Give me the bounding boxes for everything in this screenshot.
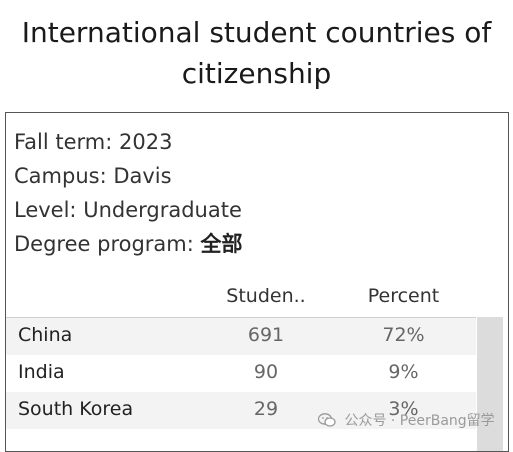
- fall-term-value: 2023: [119, 130, 173, 154]
- table-row[interactable]: China 691 72%: [6, 318, 476, 355]
- page-title: International student countries of citiz…: [21, 16, 492, 90]
- students-cell: 90: [253, 361, 279, 383]
- campus-label: Campus:: [14, 164, 107, 188]
- column-header-percent[interactable]: Percent: [367, 285, 440, 307]
- fall-term-label: Fall term:: [14, 130, 113, 154]
- students-cell: 29: [253, 398, 279, 420]
- watermark-text: 公众号 · PeerBang留学: [344, 413, 495, 429]
- column-header-students[interactable]: Studen..: [226, 285, 306, 307]
- vertical-scrollbar[interactable]: [477, 317, 503, 451]
- filter-campus: Campus: Davis: [14, 159, 243, 193]
- degree-program-value: 全部: [200, 232, 243, 256]
- percent-cell: 9%: [388, 361, 419, 383]
- percent-cell: 3%: [388, 398, 419, 420]
- table-header: Studen.. Percent: [6, 283, 476, 318]
- student-countries-panel: Fall term: 2023 Campus: Davis Level: Und…: [5, 112, 509, 452]
- campus-value: Davis: [113, 164, 172, 188]
- filter-summary: Fall term: 2023 Campus: Davis Level: Und…: [14, 125, 243, 261]
- country-cell: China: [18, 324, 73, 346]
- country-cell: South Korea: [18, 398, 134, 420]
- filter-level: Level: Undergraduate: [14, 193, 243, 227]
- table-row[interactable]: India 90 9%: [6, 355, 476, 392]
- level-value: Undergraduate: [83, 198, 242, 222]
- filter-degree-program: Degree program: 全部: [14, 227, 243, 261]
- level-label: Level:: [14, 198, 77, 222]
- students-cell: 691: [247, 324, 285, 346]
- wechat-icon: [318, 413, 336, 427]
- table-body: China 691 72% India 90 9% South Korea 29…: [6, 318, 476, 429]
- table-row[interactable]: South Korea 29 3%: [6, 392, 476, 429]
- filter-fall-term: Fall term: 2023: [14, 125, 243, 159]
- percent-cell: 72%: [382, 324, 425, 346]
- degree-program-label: Degree program:: [14, 232, 194, 256]
- watermark: 公众号 · PeerBang留学: [318, 410, 495, 430]
- country-cell: India: [18, 361, 65, 383]
